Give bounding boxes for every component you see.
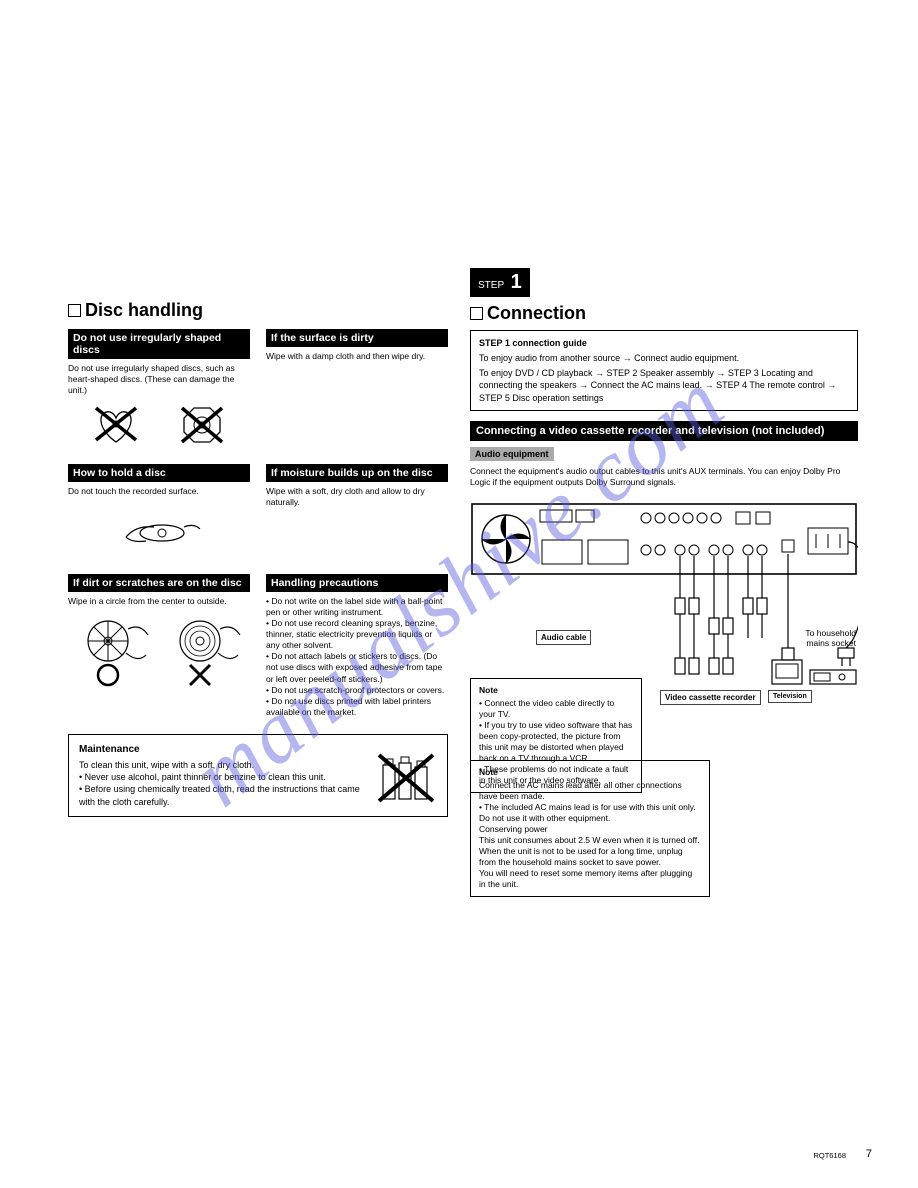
connection-heading: Connection (470, 303, 858, 324)
guide-line-1: To enjoy DVD / CD playback → STEP 2 Spea… (479, 367, 849, 403)
row2b-body: Wipe with a soft, dry cloth and allow to… (266, 486, 448, 508)
irregular-discs-illustration (68, 402, 250, 446)
hold-disc-illustration (68, 503, 250, 556)
row2a-body: Do not touch the recorded surface. (68, 486, 250, 497)
notes2-title: Note (479, 767, 701, 778)
row1a-head: Do not use irregularly shaped discs (68, 329, 250, 359)
maintenance-title: Maintenance (79, 743, 361, 757)
row2b-head: If moisture builds up on the disc (266, 464, 448, 482)
row2a-head: How to hold a disc (68, 464, 250, 482)
row1b-body: Wipe with a damp cloth and then wipe dry… (266, 351, 448, 362)
page-code: RQT6168 (813, 1151, 846, 1160)
checkbox-icon (470, 307, 483, 320)
rear-panel-diagram: Audio cable To household mains socket Vi… (470, 498, 858, 798)
correct-wipe-icon (74, 615, 152, 687)
label-audio-cable: Audio cable (536, 630, 591, 645)
step-badge-row: STEP 1 (470, 268, 858, 297)
wrong-wipe-icon (166, 615, 244, 687)
maintenance-text: To clean this unit, wipe with a soft, dr… (79, 759, 361, 808)
octagon-disc-icon (176, 402, 228, 446)
checkbox-icon (68, 304, 81, 317)
row3b-head: Handling precautions (266, 574, 448, 592)
row-1: Do not use irregularly shaped discs Do n… (68, 329, 448, 458)
left-column: Disc handling Do not use irregularly sha… (68, 300, 448, 817)
step-badge: STEP 1 (470, 268, 530, 297)
label-tv: Television (768, 690, 812, 703)
notis2-body: Connect the AC mains lead after all othe… (479, 780, 701, 890)
right-column: STEP 1 Connection STEP 1 connection guid… (470, 268, 858, 798)
maintenance-box: Maintenance To clean this unit, wipe wit… (68, 734, 448, 817)
connection-bar: Connecting a video cassette recorder and… (470, 421, 858, 441)
step-number: 1 (511, 271, 522, 293)
no-solvents-icon (377, 745, 437, 805)
row1a-body: Do not use irregularly shaped discs, suc… (68, 363, 250, 396)
hand-holding-disc-icon (114, 503, 204, 551)
step-label: STEP (478, 280, 504, 291)
row3a-head: If dirt or scratches are on the disc (68, 574, 250, 592)
disc-handling-title: Disc handling (85, 300, 203, 320)
page-number: 7 (866, 1148, 872, 1160)
connection-title: Connection (487, 303, 586, 323)
row3b-body: • Do not write on the label side with a … (266, 596, 448, 718)
notes-box-2: Note Connect the AC mains lead after all… (470, 760, 710, 898)
guide-title: STEP 1 connection guide (479, 337, 849, 349)
connection-sub: Audio equipment (470, 447, 554, 461)
row-2: How to hold a disc Do not touch the reco… (68, 464, 448, 568)
row1b-head: If the surface is dirty (266, 329, 448, 347)
row3a-body: Wipe in a circle from the center to outs… (68, 596, 250, 607)
heart-disc-icon (90, 402, 142, 446)
disc-handling-heading: Disc handling (68, 300, 448, 321)
guide-line-0: To enjoy audio from another source → Con… (479, 352, 849, 364)
wipe-direction-illustration (68, 615, 250, 687)
to-mains-label: To household mains socket (805, 628, 856, 648)
connection-desc: Connect the equipment's audio output cab… (470, 466, 858, 488)
row-3: If dirt or scratches are on the disc Wip… (68, 574, 448, 718)
notes1-title: Note (479, 685, 633, 696)
label-vcr: Video cassette recorder (660, 690, 761, 705)
connection-guide-box: STEP 1 connection guide To enjoy audio f… (470, 330, 858, 411)
